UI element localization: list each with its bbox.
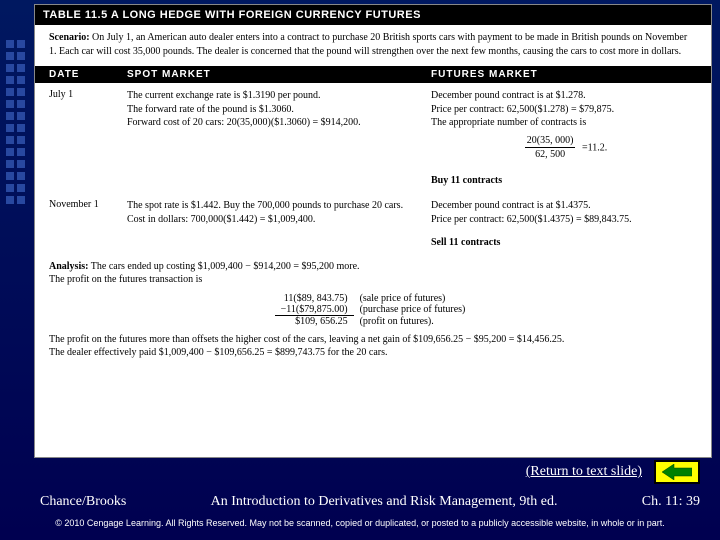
spot-line: The forward rate of the pound is $1.3060… — [127, 103, 423, 117]
table-row: July 1 The current exchange rate is $1.3… — [49, 89, 697, 187]
header-date: DATE — [35, 69, 127, 80]
footer-right: Ch. 11: 39 — [642, 494, 700, 510]
frac-den: 62, 500 — [525, 148, 576, 162]
spot-line: Forward cost of 20 cars: 20(35,000)($1.3… — [127, 116, 423, 130]
analysis-text2: The profit on the futures transaction is — [49, 273, 697, 287]
header-futures: FUTURES MARKET — [423, 69, 711, 80]
cell-date: November 1 — [49, 199, 127, 210]
side-decoration — [6, 40, 30, 208]
column-headers: DATE SPOT MARKET FUTURES MARKET — [35, 66, 711, 83]
calc-cell: (purchase price of futures) — [354, 304, 472, 315]
table-container: TABLE 11.5 A LONG HEDGE WITH FOREIGN CUR… — [34, 4, 712, 458]
cell-futures: December pound contract is at $1.4375. P… — [423, 199, 697, 250]
calc-cell: (sale price of futures) — [354, 293, 472, 304]
frac-eq: =11.2. — [582, 142, 607, 153]
back-arrow-icon — [662, 464, 692, 480]
frac-num: 20(35, 000) — [525, 134, 576, 149]
calculation-block: 11($89, 843.75) (sale price of futures) … — [275, 293, 472, 327]
fut-line: Price per contract: 62,500($1.278) = $79… — [431, 103, 697, 117]
return-link[interactable]: (Return to text slide) — [526, 464, 642, 480]
footer-left: Chance/Brooks — [40, 494, 126, 510]
calc-cell: (profit on futures). — [354, 315, 472, 327]
analysis-label: Analysis: — [49, 261, 88, 272]
fraction-block: 20(35, 000) 62, 500 =11.2. — [431, 132, 697, 164]
calc-cell: 11($89, 843.75) — [275, 293, 354, 304]
scenario-block: Scenario: On July 1, an American auto de… — [35, 25, 711, 66]
futures-action: Sell 11 contracts — [431, 236, 697, 250]
conclusion-line: The profit on the futures more than offs… — [49, 333, 697, 347]
conclusion-block: The profit on the futures more than offs… — [35, 329, 711, 366]
scenario-text: On July 1, an American auto dealer enter… — [49, 32, 687, 57]
back-button[interactable] — [654, 460, 700, 484]
analysis-text: The cars ended up costing $1,009,400 − $… — [91, 261, 360, 272]
footer-row: Chance/Brooks An Introduction to Derivat… — [0, 494, 720, 510]
cell-futures: December pound contract is at $1.278. Pr… — [423, 89, 697, 187]
cell-date: July 1 — [49, 89, 127, 100]
fut-line: The appropriate number of contracts is — [431, 116, 697, 130]
cell-spot: The current exchange rate is $1.3190 per… — [127, 89, 423, 130]
table-row: November 1 The spot rate is $1.442. Buy … — [49, 199, 697, 250]
header-spot: SPOT MARKET — [127, 69, 423, 80]
footer-center: An Introduction to Derivatives and Risk … — [211, 494, 558, 510]
fut-line: Price per contract: 62,500($1.4375) = $8… — [431, 213, 697, 227]
cell-spot: The spot rate is $1.442. Buy the 700,000… — [127, 199, 423, 226]
spot-line: The spot rate is $1.442. Buy the 700,000… — [127, 199, 423, 226]
calc-cell: $109, 656.25 — [275, 315, 354, 327]
table-body: July 1 The current exchange rate is $1.3… — [35, 83, 711, 256]
table-title: TABLE 11.5 A LONG HEDGE WITH FOREIGN CUR… — [35, 5, 711, 25]
scenario-label: Scenario: — [49, 32, 90, 43]
copyright-text: © 2010 Cengage Learning. All Rights Rese… — [0, 518, 720, 528]
spot-line: The current exchange rate is $1.3190 per… — [127, 89, 423, 103]
analysis-block: Analysis: The cars ended up costing $1,0… — [35, 256, 711, 289]
calc-cell: −11($79,875.00) — [275, 304, 354, 315]
futures-action: Buy 11 contracts — [431, 174, 697, 188]
conclusion-line: The dealer effectively paid $1,009,400 −… — [49, 346, 697, 360]
fut-line: December pound contract is at $1.4375. — [431, 199, 697, 213]
fut-line: December pound contract is at $1.278. — [431, 89, 697, 103]
